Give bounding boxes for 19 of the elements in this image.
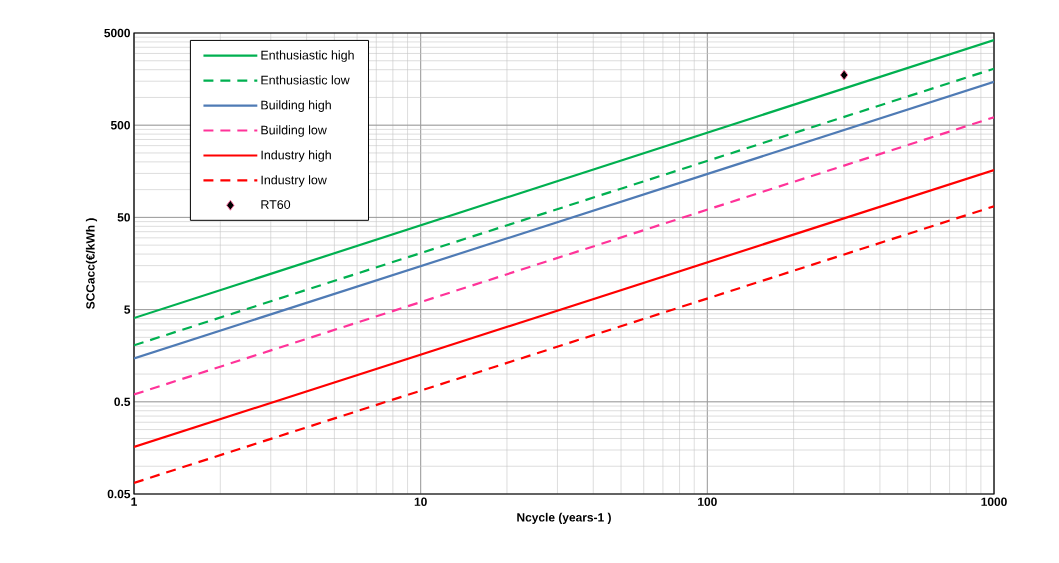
y-tick-label: 50 — [117, 213, 130, 222]
legend-label: RT60 — [261, 200, 291, 209]
legend-label: Building low — [261, 125, 327, 137]
legend-label: Enthusiastic low — [261, 75, 350, 85]
y-tick-label: 5000 — [104, 28, 130, 38]
x-tick-label: 1 — [131, 497, 137, 506]
y-tick-label: 5 — [124, 305, 131, 314]
legend-label: Enthusiastic high — [261, 50, 354, 62]
x-tick-label: 100 — [698, 497, 717, 506]
y-axis-title: SCCacc(€/kWh ) — [85, 218, 98, 309]
y-tick-label: 500 — [110, 120, 130, 130]
legend-label: Industry low — [261, 175, 327, 187]
x-tick-label: 10 — [414, 497, 427, 506]
y-tick-label: 0.05 — [107, 489, 131, 499]
x-tick-label: 1000 — [981, 497, 1007, 506]
y-tick-label: 0.5 — [114, 397, 131, 407]
legend-label: Building high — [261, 100, 331, 112]
x-axis-title: Ncycle (years-1 ) — [517, 512, 611, 524]
legend-label: Industry high — [261, 150, 331, 162]
